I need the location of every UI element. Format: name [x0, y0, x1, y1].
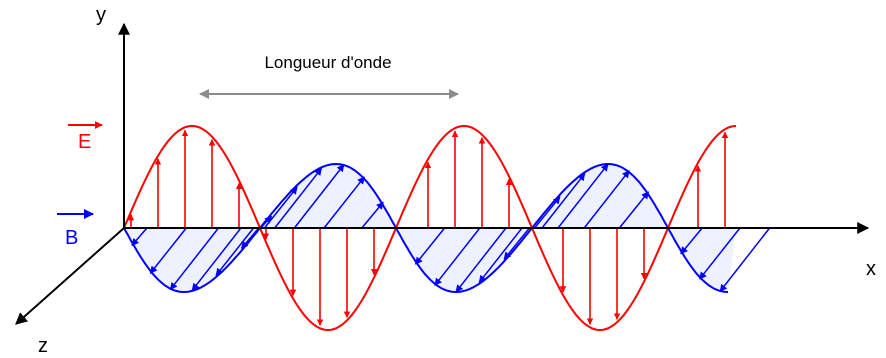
z-axis-label: z	[38, 335, 48, 357]
b-field-vector	[149, 227, 187, 274]
electric-field-wave	[123, 124, 737, 332]
b-field-vector	[274, 167, 323, 229]
wavelength-dimension: Longueur d'onde	[199, 53, 459, 99]
x-axis-label: x	[866, 258, 876, 280]
b-field-vector	[191, 227, 242, 291]
b-field-vector	[557, 163, 609, 229]
axes	[15, 22, 870, 325]
e-field-legend: E	[68, 121, 103, 153]
e-field-label: E	[78, 131, 91, 153]
wavelength-label: Longueur d'onde	[264, 53, 391, 72]
b-field-vector	[434, 227, 481, 286]
b-field-vector	[131, 227, 148, 247]
b-field-vector	[169, 227, 220, 291]
b-field-vector	[323, 176, 365, 229]
b-field-vector	[541, 172, 586, 229]
b-field-vector	[699, 227, 741, 280]
b-field-vector	[478, 227, 523, 284]
b-field-vector	[263, 186, 298, 229]
b-field-vector	[293, 164, 345, 229]
b-field-vector	[240, 227, 260, 249]
b-field-vector	[533, 196, 561, 229]
b-field-vector	[719, 227, 771, 292]
b-field-label: B	[65, 227, 78, 249]
b-field-vector	[414, 227, 446, 265]
z-axis	[15, 227, 125, 325]
b-field-legend: B	[57, 209, 94, 249]
b-field-vector	[455, 227, 507, 293]
b-field-vector	[583, 170, 630, 229]
b-field-vector	[503, 227, 531, 260]
b-field-vector	[680, 227, 703, 255]
b-field-vector	[215, 227, 255, 276]
y-axis-label: y	[96, 4, 106, 26]
b-field-vector	[618, 191, 650, 229]
e-field-curve	[123, 124, 737, 332]
b-field-vector	[260, 215, 273, 229]
b-field-vector	[361, 201, 384, 229]
